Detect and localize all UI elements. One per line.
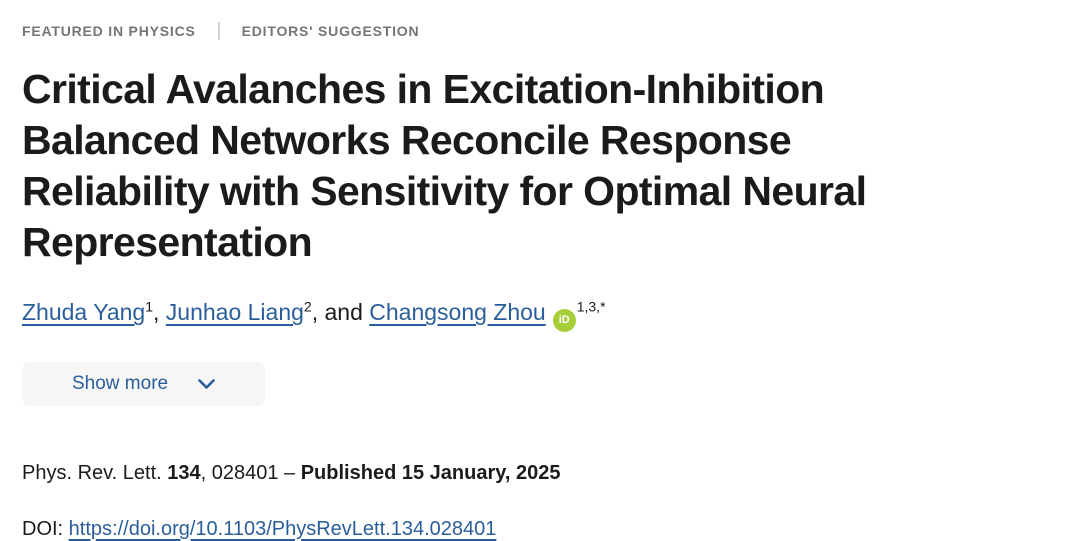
orcid-icon[interactable]: iD <box>552 308 576 332</box>
featured-in-physics-badge[interactable]: FEATURED IN PHYSICS <box>22 23 196 39</box>
affiliation-superscript: 1,3,* <box>576 298 606 315</box>
volume-number: 134 <box>167 461 201 484</box>
show-more-label: Show more <box>72 372 169 394</box>
author-link-zhuda-yang[interactable]: Zhuda Yang <box>22 299 146 325</box>
journal-name: Phys. Rev. Lett. <box>22 461 168 484</box>
published-date: Published 15 January, 2025 <box>300 461 561 484</box>
editors-suggestion-badge[interactable]: EDITORS' SUGGESTION <box>241 23 420 39</box>
show-more-button[interactable]: Show more <box>22 361 266 406</box>
author-separator-and: , and <box>311 299 370 325</box>
author-separator: , <box>153 299 166 325</box>
author-link-junhao-liang[interactable]: Junhao Liang <box>165 299 304 325</box>
article-title-line-1: Critical Avalanches in Excitation-Inhibi… <box>22 66 825 112</box>
article-title-line-2: Balanced Networks Reconcile Response <box>22 117 792 163</box>
affiliation-superscript: 1 <box>145 298 153 315</box>
doi-label: DOI: <box>22 517 69 540</box>
citation-line: Phys. Rev. Lett. 134, 028401 – Published… <box>22 462 1060 485</box>
authors-line: Zhuda Yang1, Junhao Liang2, and Changson… <box>22 296 1060 332</box>
author-link-changsong-zhou[interactable]: Changsong Zhou <box>369 299 546 325</box>
doi-line: DOI: https://doi.org/10.1103/PhysRevLett… <box>22 518 1060 541</box>
article-title-line-4: Representation <box>22 219 313 265</box>
article-title: Critical Avalanches in Excitation-Inhibi… <box>22 64 1060 268</box>
article-title-line-3: Reliability with Sensitivity for Optimal… <box>22 168 867 214</box>
badge-divider <box>217 22 220 40</box>
doi-link[interactable]: https://doi.org/10.1103/PhysRevLett.134.… <box>68 517 497 540</box>
chevron-down-icon <box>198 378 215 393</box>
article-number: , 028401 – <box>200 461 301 484</box>
badges-row: FEATURED IN PHYSICS EDITORS' SUGGESTION <box>22 22 1060 40</box>
affiliation-superscript: 2 <box>303 298 312 315</box>
